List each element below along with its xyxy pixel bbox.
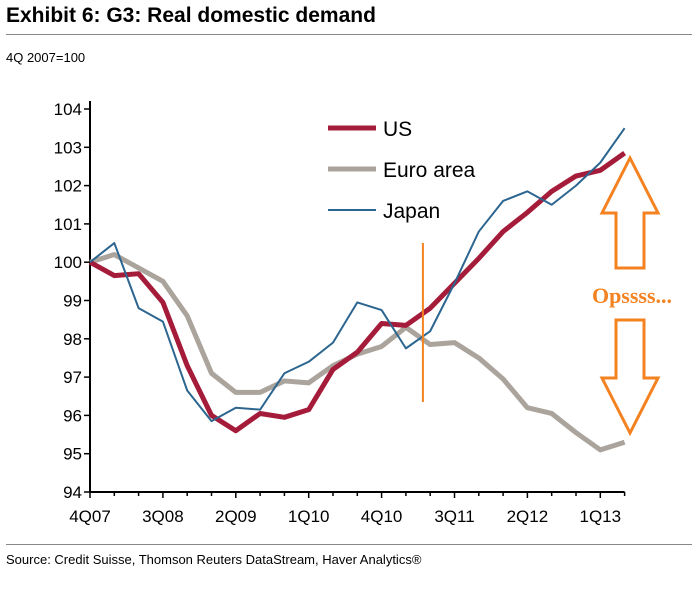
y-tick-label: 101	[54, 215, 82, 234]
chart-title: Exhibit 6: G3: Real domestic demand	[6, 4, 376, 27]
source-divider	[6, 544, 692, 545]
x-tick-label: 3Q11	[434, 507, 474, 526]
x-tick-label: 1Q13	[580, 507, 622, 526]
y-tick-label: 103	[54, 138, 82, 157]
title-divider	[6, 34, 692, 35]
annotation-text: Opssss...	[592, 283, 672, 308]
x-tick-label: 4Q07	[69, 507, 111, 526]
legend-label: US	[383, 118, 412, 141]
y-tick-label: 95	[63, 445, 82, 464]
y-tick-label: 96	[63, 406, 82, 425]
y-tick-label: 98	[63, 330, 82, 349]
x-tick-label: 1Q10	[288, 507, 330, 526]
y-tick-label: 99	[63, 292, 82, 311]
down-arrow-icon	[599, 318, 661, 437]
x-tick-label: 4Q10	[361, 507, 403, 526]
y-tick-label: 104	[54, 100, 82, 119]
x-tick-label: 2Q09	[215, 507, 257, 526]
legend-label: Euro area	[383, 159, 476, 182]
x-tick-label: 2Q12	[507, 507, 549, 526]
y-tick-label: 100	[54, 253, 82, 272]
y-tick-label: 97	[63, 368, 82, 387]
series-line-us	[88, 151, 627, 434]
legend-label: Japan	[383, 200, 440, 223]
x-tick-label: 3Q08	[142, 507, 184, 526]
source-note: Source: Credit Suisse, Thomson Reuters D…	[6, 552, 422, 567]
chart-subtitle: 4Q 2007=100	[6, 50, 86, 65]
y-tick-label: 94	[63, 483, 82, 502]
y-tick-label: 102	[54, 177, 82, 196]
up-arrow-icon	[599, 154, 661, 270]
series-line-japan	[89, 127, 626, 423]
